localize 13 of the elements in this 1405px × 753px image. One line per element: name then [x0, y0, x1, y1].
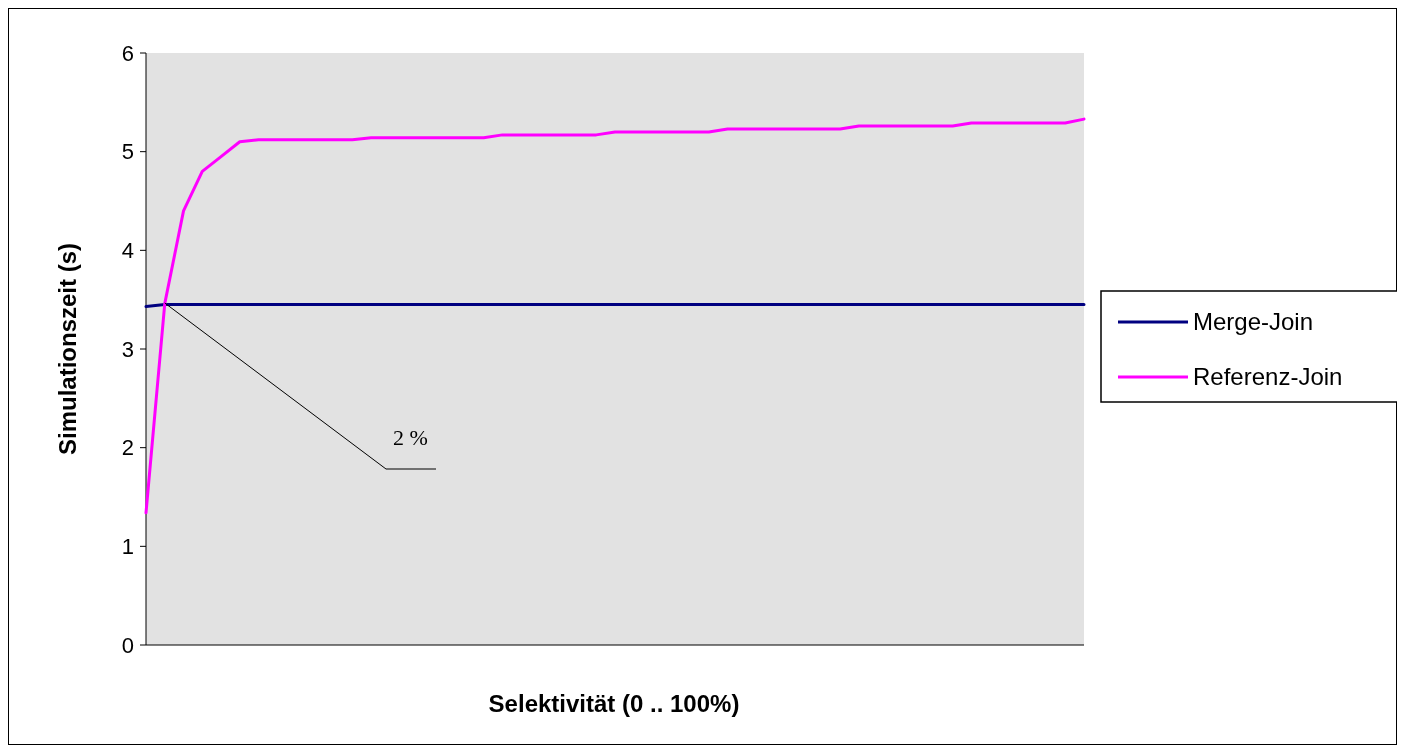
legend-label: Referenz-Join: [1193, 363, 1343, 391]
x-axis-title: Selektivität (0 .. 100%): [488, 690, 740, 717]
y-tick-label: 5: [121, 139, 134, 165]
y-tick-label: 3: [121, 336, 134, 362]
y-tick-label: 0: [121, 632, 134, 658]
legend-label: Merge-Join: [1193, 308, 1314, 336]
y-tick-label: 1: [121, 534, 134, 560]
y-tick-label: 4: [121, 238, 134, 264]
y-tick-label: 2: [121, 435, 134, 461]
line-series: [144, 117, 1086, 515]
y-axis-title: Simulationszeit (s): [54, 242, 81, 456]
annotation: 2 %: [393, 425, 428, 450]
y-tick-label: 6: [121, 40, 134, 66]
